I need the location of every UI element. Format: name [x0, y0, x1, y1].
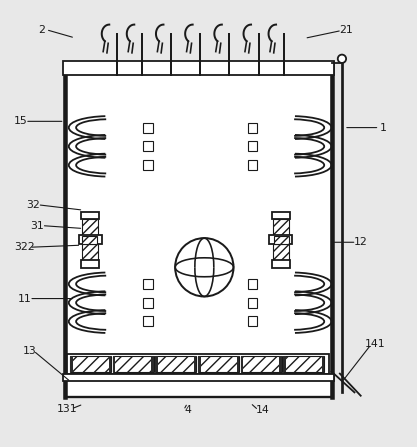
Bar: [81, 212, 99, 219]
Bar: [248, 141, 257, 152]
Circle shape: [338, 55, 346, 63]
Text: 31: 31: [31, 220, 44, 231]
Bar: [113, 356, 154, 371]
Text: 21: 21: [339, 25, 353, 35]
Bar: [198, 356, 239, 371]
Bar: [272, 212, 290, 219]
Bar: [82, 219, 98, 235]
Bar: [67, 354, 329, 374]
Text: 15: 15: [14, 116, 28, 127]
Text: 14: 14: [256, 405, 269, 415]
Bar: [236, 356, 239, 371]
Circle shape: [175, 238, 234, 296]
Bar: [70, 356, 73, 371]
Bar: [241, 356, 243, 371]
Bar: [284, 356, 324, 371]
Bar: [248, 122, 257, 133]
Text: 131: 131: [56, 404, 77, 414]
Bar: [284, 356, 286, 371]
Text: 4: 4: [184, 405, 191, 415]
Bar: [194, 356, 196, 371]
Text: 322: 322: [15, 242, 35, 252]
Text: 12: 12: [354, 237, 367, 247]
Bar: [248, 316, 257, 326]
Bar: [241, 356, 282, 371]
Bar: [272, 260, 290, 268]
Bar: [273, 219, 289, 235]
Bar: [248, 298, 257, 308]
Bar: [248, 160, 257, 170]
Text: 141: 141: [365, 339, 386, 350]
Bar: [143, 141, 153, 152]
Bar: [274, 236, 289, 244]
Bar: [143, 279, 153, 289]
Bar: [63, 61, 334, 75]
Bar: [143, 316, 153, 326]
Bar: [82, 236, 97, 244]
Bar: [156, 356, 196, 371]
Bar: [156, 356, 158, 371]
Bar: [81, 260, 99, 268]
Bar: [143, 298, 153, 308]
Bar: [248, 279, 257, 289]
Text: 1: 1: [380, 122, 387, 133]
Bar: [63, 374, 334, 381]
Bar: [79, 235, 102, 245]
Bar: [82, 245, 98, 260]
Bar: [113, 356, 115, 371]
Bar: [151, 356, 154, 371]
Text: 32: 32: [27, 200, 40, 210]
Bar: [143, 160, 153, 170]
Bar: [198, 356, 201, 371]
Text: 2: 2: [38, 25, 45, 34]
Bar: [65, 63, 332, 396]
Text: 11: 11: [18, 294, 32, 304]
Bar: [273, 245, 289, 260]
Bar: [108, 356, 111, 371]
Bar: [269, 235, 292, 245]
Bar: [143, 122, 153, 133]
Bar: [279, 356, 282, 371]
Bar: [322, 356, 324, 371]
Bar: [70, 356, 111, 371]
Text: 13: 13: [23, 346, 36, 356]
